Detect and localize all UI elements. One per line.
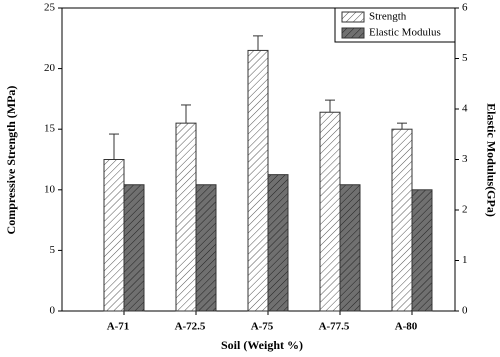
y-tick-label: 20 bbox=[44, 62, 56, 74]
bar bbox=[175, 122, 197, 312]
y2-tick-label: 2 bbox=[462, 204, 468, 216]
y2-tick-label: 3 bbox=[462, 153, 468, 165]
bar bbox=[103, 159, 125, 312]
legend-swatch bbox=[341, 11, 365, 23]
bar bbox=[247, 49, 269, 312]
x-tick-label: A-71 bbox=[107, 321, 130, 333]
error-bar bbox=[253, 35, 263, 51]
y2-tick-label: 5 bbox=[462, 52, 468, 64]
y-tick-label: 25 bbox=[44, 2, 56, 14]
x-tick-label: A-77.5 bbox=[319, 321, 350, 333]
y-axis-title: Compressive Strength (MPa) bbox=[4, 86, 18, 235]
error-bar bbox=[109, 133, 119, 160]
y-tick-label: 0 bbox=[50, 305, 56, 317]
bar bbox=[319, 111, 341, 312]
y2-tick-label: 0 bbox=[462, 305, 468, 317]
legend-label: Strength bbox=[369, 11, 407, 23]
error-bar bbox=[325, 99, 335, 113]
y2-tick-label: 4 bbox=[462, 103, 468, 115]
y-tick-label: 5 bbox=[50, 244, 56, 256]
legend-swatch bbox=[341, 27, 365, 39]
y-tick-label: 10 bbox=[44, 183, 56, 195]
x-tick-label: A-75 bbox=[251, 321, 274, 333]
legend-label: Elastic Modulus bbox=[369, 27, 441, 39]
y2-tick-label: 1 bbox=[462, 254, 468, 266]
bar bbox=[339, 184, 361, 312]
y-tick-label: 15 bbox=[44, 123, 56, 135]
x-axis-title: Soil (Weight %) bbox=[221, 338, 303, 352]
legend: Strength Elastic Modulus bbox=[334, 7, 456, 43]
y2-axis-title: Elastic Modulus(GPa) bbox=[484, 103, 498, 217]
y2-tick-label: 6 bbox=[462, 2, 468, 14]
error-bar bbox=[397, 122, 407, 130]
error-bar bbox=[181, 104, 191, 124]
bar bbox=[391, 128, 413, 312]
x-tick-label: A-80 bbox=[395, 321, 418, 333]
x-tick-label: A-72.5 bbox=[175, 321, 206, 333]
bar bbox=[411, 189, 433, 312]
bar bbox=[123, 184, 145, 312]
bar bbox=[195, 184, 217, 312]
bar bbox=[267, 174, 289, 312]
